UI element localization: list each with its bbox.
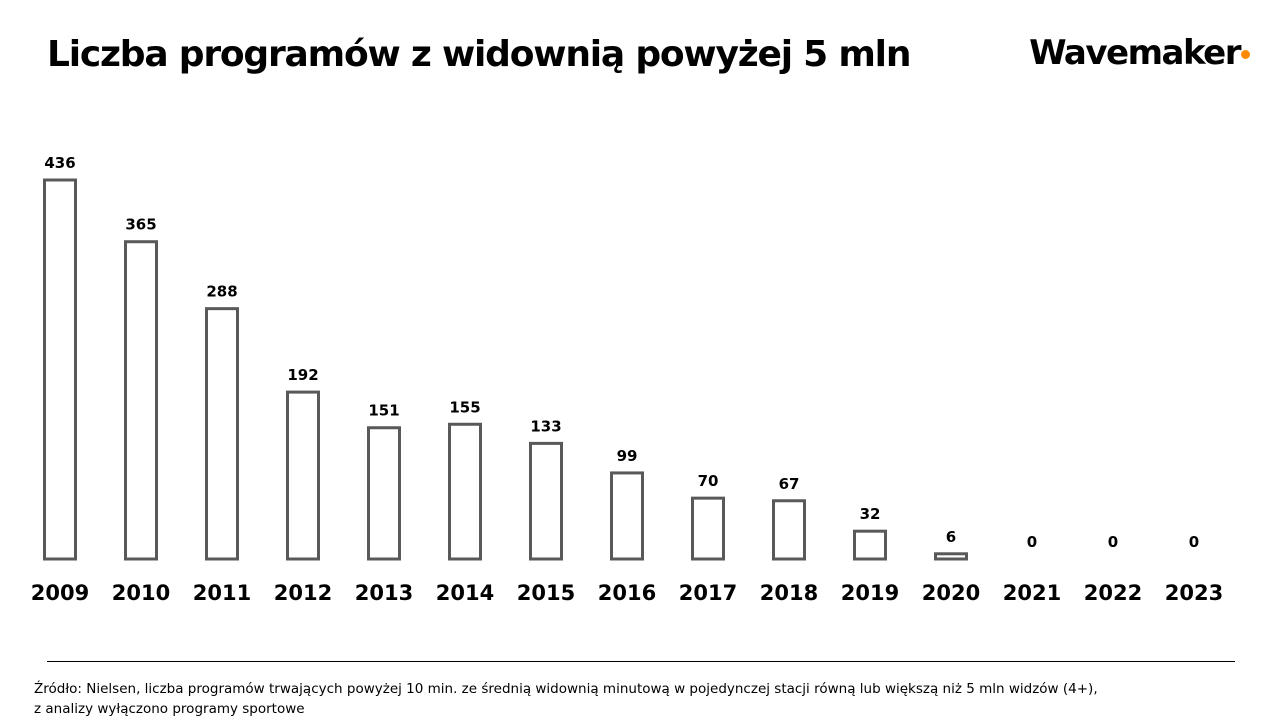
value-label-2010: 365: [125, 216, 156, 234]
category-label-2010: 2010: [112, 581, 170, 605]
bar-2017: [691, 496, 725, 561]
category-label-2015: 2015: [517, 581, 575, 605]
bar-2018: [772, 499, 806, 561]
bar-2011: [205, 307, 239, 561]
category-labels-group: 2009 2010 2011 2012 2013 2014 2015 2016 2017 2018…: [31, 581, 1223, 605]
source-line-1: Źródło: Nielsen, liczba programów trwają…: [34, 681, 1098, 697]
bar-2010: [124, 240, 158, 561]
bars-group: [43, 178, 968, 561]
value-label-2018: 67: [779, 475, 800, 493]
value-label-2012: 192: [287, 366, 318, 384]
value-label-2019: 32: [860, 505, 881, 523]
category-label-2018: 2018: [760, 581, 818, 605]
logo-text: Wavemaker: [1029, 33, 1241, 73]
bar-2019: [853, 529, 887, 561]
bar-2016: [610, 471, 644, 561]
value-label-2017: 70: [698, 472, 719, 490]
bar-2015: [529, 441, 563, 561]
value-label-2023: 0: [1189, 533, 1199, 551]
category-label-2011: 2011: [193, 581, 251, 605]
wavemaker-logo: Wavemaker: [1029, 36, 1250, 70]
footer-divider: [47, 661, 1235, 662]
category-label-2009: 2009: [31, 581, 89, 605]
value-label-2016: 99: [617, 447, 638, 465]
bar-2013: [367, 426, 401, 561]
bar-2009: [43, 178, 77, 561]
source-note: Źródło: Nielsen, liczba programów trwają…: [34, 679, 1234, 719]
logo-dot-icon: [1241, 50, 1250, 59]
value-label-2011: 288: [206, 283, 237, 301]
value-label-2014: 155: [449, 398, 480, 416]
category-label-2014: 2014: [436, 581, 494, 605]
category-label-2023: 2023: [1165, 581, 1223, 605]
value-label-2021: 0: [1027, 533, 1037, 551]
category-label-2020: 2020: [922, 581, 980, 605]
category-label-2017: 2017: [679, 581, 737, 605]
category-label-2012: 2012: [274, 581, 332, 605]
value-label-2020: 6: [946, 528, 956, 546]
value-label-2022: 0: [1108, 533, 1118, 551]
source-line-2: z analizy wyłączono programy sportowe: [34, 701, 305, 717]
bar-2012: [286, 390, 320, 561]
page-title: Liczba programów z widownią powyżej 5 ml…: [47, 34, 911, 75]
value-label-2015: 133: [530, 417, 561, 435]
category-label-2016: 2016: [598, 581, 656, 605]
value-label-2009: 436: [44, 154, 75, 172]
bar-2020: [934, 552, 968, 561]
category-label-2019: 2019: [841, 581, 899, 605]
category-label-2013: 2013: [355, 581, 413, 605]
value-label-2013: 151: [368, 402, 399, 420]
category-label-2022: 2022: [1084, 581, 1142, 605]
value-labels-group: 436 365 288 192 151 155 133 99 70 67 32 6 0 0 0: [44, 154, 1199, 551]
bar-2014: [448, 422, 482, 561]
category-label-2021: 2021: [1003, 581, 1061, 605]
